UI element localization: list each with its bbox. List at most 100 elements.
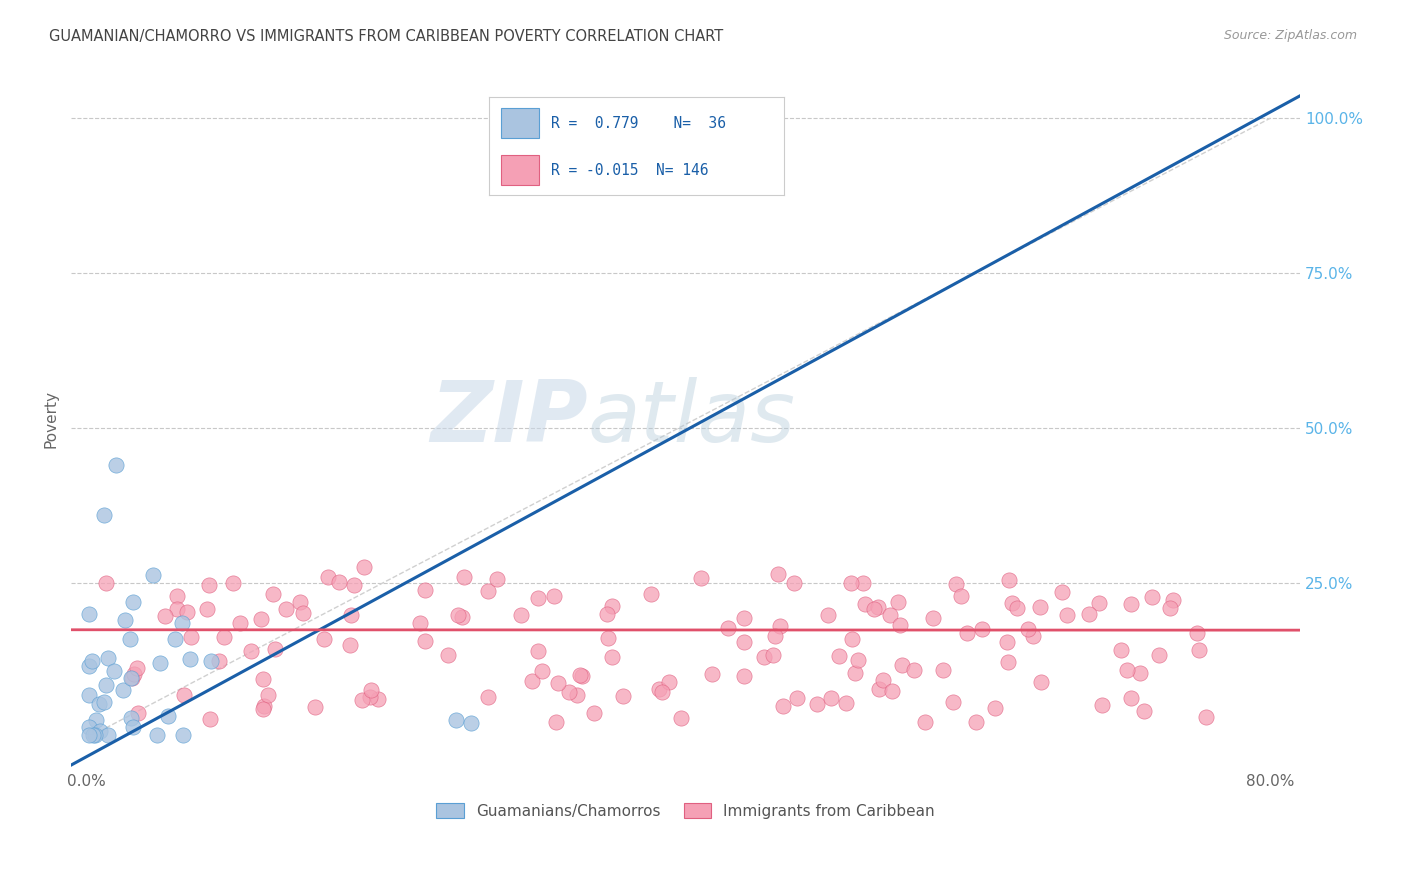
Point [891, 657, 914, 672]
Point [903, 663, 925, 677]
Point [447, 607, 470, 622]
Point [702, 666, 724, 681]
Point [207, 654, 229, 668]
Point [120, 711, 142, 725]
Point [339, 638, 361, 652]
Text: ZIP: ZIP [430, 377, 588, 460]
Point [841, 632, 863, 646]
Point [651, 685, 673, 699]
Point [153, 608, 176, 623]
Point [84, 713, 107, 727]
Point [872, 673, 894, 687]
Point [769, 619, 792, 633]
Point [717, 621, 740, 635]
Point [733, 634, 755, 648]
Point [1007, 601, 1029, 615]
Point [200, 654, 222, 668]
Point [77, 659, 100, 673]
Point [173, 688, 195, 702]
Point [868, 600, 890, 615]
Point [460, 715, 482, 730]
Point [887, 595, 910, 609]
Point [571, 669, 593, 683]
Point [806, 697, 828, 711]
Point [530, 664, 553, 678]
Point [180, 630, 202, 644]
Point [820, 691, 842, 706]
Point [166, 590, 188, 604]
Point [343, 578, 366, 592]
Point [451, 610, 474, 624]
Point [544, 715, 567, 730]
Point [984, 701, 1007, 715]
Point [198, 578, 221, 592]
Point [835, 696, 858, 710]
Point [1161, 593, 1184, 607]
Point [253, 699, 276, 714]
Point [945, 576, 967, 591]
Point [1052, 585, 1074, 599]
Point [880, 683, 903, 698]
Point [1078, 607, 1101, 622]
Point [1090, 698, 1112, 712]
Point [176, 606, 198, 620]
Point [172, 615, 194, 630]
Point [97, 650, 120, 665]
Point [77, 728, 100, 742]
Point [145, 728, 167, 742]
Point [290, 595, 312, 609]
Point [122, 720, 145, 734]
Point [93, 508, 115, 522]
Point [543, 589, 565, 603]
Point [127, 706, 149, 720]
Point [733, 668, 755, 682]
Point [1022, 629, 1045, 643]
Point [262, 587, 284, 601]
Point [120, 632, 142, 646]
Point [97, 728, 120, 742]
Point [252, 702, 274, 716]
Legend: Guamanians/Chamorros, Immigrants from Caribbean: Guamanians/Chamorros, Immigrants from Ca… [430, 797, 941, 825]
Point [274, 601, 297, 615]
Point [1109, 643, 1132, 657]
Point [547, 676, 569, 690]
Point [94, 678, 117, 692]
Point [312, 632, 335, 646]
Point [640, 587, 662, 601]
Point [527, 644, 550, 658]
Point [166, 602, 188, 616]
Point [93, 695, 115, 709]
Point [353, 559, 375, 574]
Point [1088, 596, 1111, 610]
Point [1188, 643, 1211, 657]
Point [763, 629, 786, 643]
Point [658, 674, 681, 689]
Point [453, 570, 475, 584]
Point [229, 615, 252, 630]
Text: GUAMANIAN/CHAMORRO VS IMMIGRANTS FROM CARIBBEAN POVERTY CORRELATION CHART: GUAMANIAN/CHAMORRO VS IMMIGRANTS FROM CA… [49, 29, 724, 44]
Point [292, 606, 315, 620]
Point [733, 611, 755, 625]
Point [1119, 597, 1142, 611]
Point [868, 681, 890, 696]
Point [853, 597, 876, 611]
Point [1001, 596, 1024, 610]
Point [352, 693, 374, 707]
Point [520, 674, 543, 689]
Point [149, 656, 172, 670]
Point [477, 690, 499, 705]
Point [997, 655, 1019, 669]
Point [768, 567, 790, 582]
Point [121, 671, 143, 685]
Point [921, 611, 943, 625]
Point [239, 643, 262, 657]
Point [1133, 705, 1156, 719]
Point [1142, 590, 1164, 604]
Point [1029, 600, 1052, 615]
Point [214, 630, 236, 644]
Point [264, 641, 287, 656]
Point [596, 607, 619, 621]
Point [477, 584, 499, 599]
Point [510, 608, 533, 623]
Point [413, 634, 436, 648]
